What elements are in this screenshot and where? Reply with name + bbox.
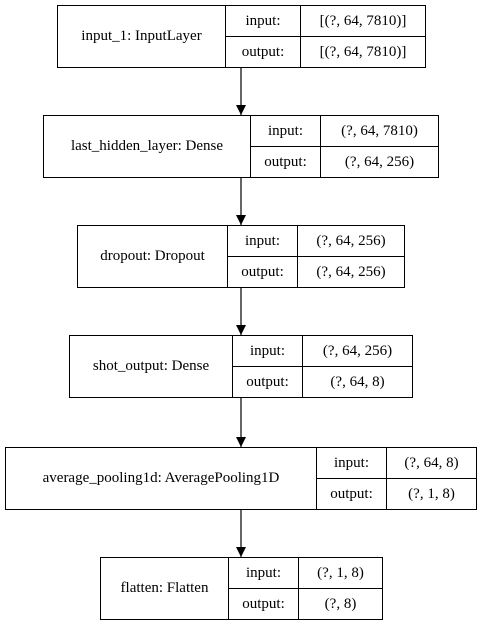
input-label: input: bbox=[317, 448, 387, 478]
input-label: input: bbox=[251, 116, 321, 146]
output-row: output: (?, 64, 256) bbox=[251, 146, 438, 177]
output-shape: (?, 8) bbox=[324, 595, 357, 612]
input-shape: (?, 64, 8) bbox=[404, 454, 459, 471]
input-row: input: [(?, 64, 7810)] bbox=[226, 6, 425, 36]
layer-node-input_1: input_1: InputLayer input: [(?, 64, 7810… bbox=[57, 5, 426, 68]
layer-name: shot_output: Dense bbox=[70, 336, 233, 397]
output-label: output: bbox=[229, 589, 299, 619]
layer-name: last_hidden_layer: Dense bbox=[44, 116, 251, 177]
input-row: input: (?, 64, 7810) bbox=[251, 116, 438, 146]
output-label: output: bbox=[317, 479, 387, 509]
output-label: output: bbox=[228, 257, 298, 287]
layer-ports: input: (?, 1, 8) output: (?, 8) bbox=[229, 558, 382, 619]
layer-name: dropout: Dropout bbox=[78, 226, 228, 287]
output-label: output: bbox=[233, 367, 303, 397]
output-shape: (?, 64, 256) bbox=[344, 153, 415, 170]
output-row: output: (?, 8) bbox=[229, 588, 382, 619]
input-shape: (?, 1, 8) bbox=[317, 564, 364, 581]
output-label: output: bbox=[226, 37, 301, 67]
output-shape: (?, 1, 8) bbox=[408, 485, 455, 502]
output-row: output: (?, 1, 8) bbox=[317, 478, 476, 509]
layer-name: average_pooling1d: AveragePooling1D bbox=[6, 448, 317, 509]
layer-name: flatten: Flatten bbox=[101, 558, 229, 619]
input-shape: (?, 64, 256) bbox=[322, 342, 393, 359]
layer-ports: input: (?, 64, 256) output: (?, 64, 8) bbox=[233, 336, 412, 397]
layer-ports: input: (?, 64, 256) output: (?, 64, 256) bbox=[228, 226, 404, 287]
input-shape: [(?, 64, 7810)] bbox=[319, 12, 407, 29]
output-shape: (?, 64, 256) bbox=[316, 263, 386, 280]
layer-ports: input: (?, 64, 8) output: (?, 1, 8) bbox=[317, 448, 476, 509]
input-shape: (?, 64, 7810) bbox=[341, 122, 418, 139]
output-label: output: bbox=[251, 147, 321, 177]
layer-node-flatten: flatten: Flatten input: (?, 1, 8) output… bbox=[100, 557, 383, 620]
output-shape: (?, 64, 8) bbox=[330, 373, 385, 390]
input-label: input: bbox=[226, 6, 301, 36]
layer-name: input_1: InputLayer bbox=[58, 6, 226, 67]
input-row: input: (?, 1, 8) bbox=[229, 558, 382, 588]
layer-ports: input: [(?, 64, 7810)] output: [(?, 64, … bbox=[226, 6, 425, 67]
input-row: input: (?, 64, 8) bbox=[317, 448, 476, 478]
output-row: output: [(?, 64, 7810)] bbox=[226, 36, 425, 67]
input-label: input: bbox=[233, 336, 303, 366]
input-shape: (?, 64, 256) bbox=[316, 232, 386, 249]
layer-node-shot_output: shot_output: Dense input: (?, 64, 256) o… bbox=[69, 335, 413, 398]
layer-node-last_hidden_layer: last_hidden_layer: Dense input: (?, 64, … bbox=[43, 115, 439, 178]
layer-ports: input: (?, 64, 7810) output: (?, 64, 256… bbox=[251, 116, 438, 177]
input-label: input: bbox=[229, 558, 299, 588]
output-shape: [(?, 64, 7810)] bbox=[319, 43, 407, 60]
input-row: input: (?, 64, 256) bbox=[228, 226, 404, 256]
layer-node-average_pooling1d: average_pooling1d: AveragePooling1D inpu… bbox=[5, 447, 477, 510]
input-label: input: bbox=[228, 226, 298, 256]
input-row: input: (?, 64, 256) bbox=[233, 336, 412, 366]
output-row: output: (?, 64, 8) bbox=[233, 366, 412, 397]
layer-node-dropout: dropout: Dropout input: (?, 64, 256) out… bbox=[77, 225, 405, 288]
output-row: output: (?, 64, 256) bbox=[228, 256, 404, 287]
